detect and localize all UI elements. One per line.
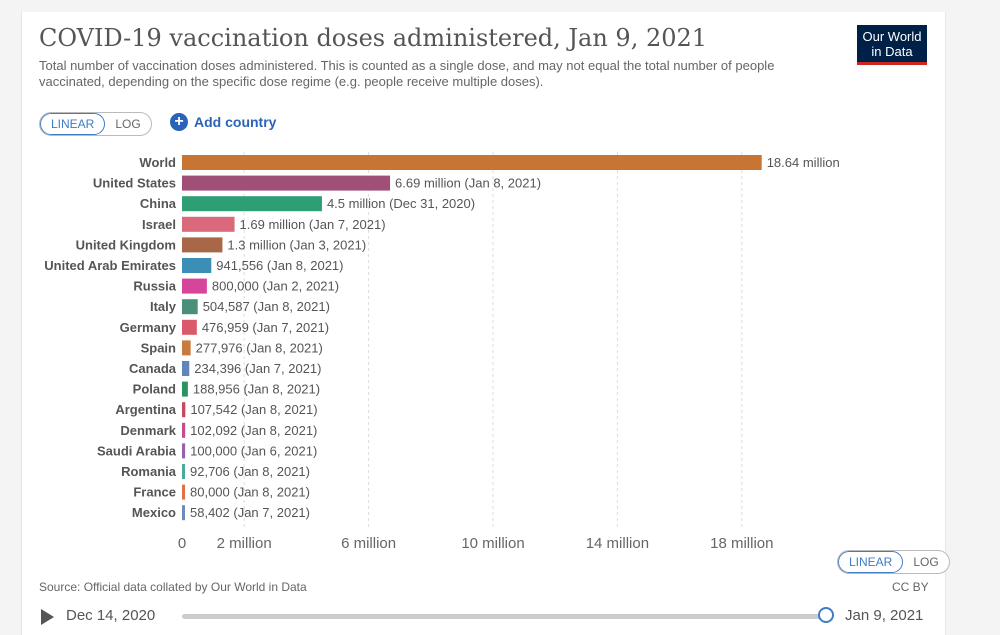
bar [182,258,212,273]
category-label: Poland [133,382,176,397]
bar [182,196,322,212]
chart-title: COVID-19 vaccination doses administered,… [39,24,708,52]
linear-button-bottom[interactable]: LINEAR [838,551,904,573]
bar [182,505,185,521]
scale-toggle-top: LINEAR LOG [39,112,152,136]
bar [182,175,391,191]
bar-chart: 0 2 million 6 million 10 million 14 million 1… [44,152,840,552]
category-label: Canada [129,361,177,376]
add-country-label: Add country [194,114,277,130]
source-note: Source: Official data collated by Our Wo… [39,580,307,594]
log-button[interactable]: LOG [115,117,141,131]
value-label: 476,959 (Jan 7, 2021) [202,320,329,335]
bar [182,464,185,479]
log-button-bottom[interactable]: LOG [913,555,939,569]
bar [182,319,197,335]
chart-subtitle: Total number of vaccination doses admini… [39,58,775,89]
x-tick-label: 18 million [710,535,773,552]
bar [182,237,223,253]
value-label: 1.3 million (Jan 3, 2021) [227,237,366,252]
value-label: 92,706 (Jan 8, 2021) [190,464,310,479]
category-label: Romania [121,464,177,479]
linear-button[interactable]: LINEAR [40,113,106,135]
logo-line-2: in Data [871,44,913,59]
play-icon[interactable] [41,609,54,625]
value-label: 277,976 (Jan 8, 2021) [196,340,323,355]
category-label: Mexico [132,505,176,520]
value-label: 80,000 (Jan 8, 2021) [190,485,310,500]
category-label: United Arab Emirates [44,258,176,273]
bar [182,155,762,170]
x-tick-label: 14 million [586,535,649,552]
x-tick-label: 2 million [217,535,272,552]
bar [182,340,191,356]
timeline-start-date: Dec 14, 2020 [66,607,156,624]
value-label: 58,402 (Jan 7, 2021) [190,505,310,520]
owid-logo[interactable]: Our World in Data [857,25,927,65]
x-tick-label: 0 [178,535,186,552]
bar [182,361,190,376]
category-label: United States [93,176,176,191]
category-label: Argentina [115,402,176,417]
value-label: 107,542 (Jan 8, 2021) [190,402,317,417]
category-label: Saudi Arabia [97,443,177,458]
bar [182,299,198,315]
timeline-track[interactable] [182,614,826,619]
bar [182,216,235,232]
category-label: Denmark [120,423,176,438]
category-label: China [140,196,177,211]
value-label: 800,000 (Jan 2, 2021) [212,279,339,294]
value-label: 941,556 (Jan 8, 2021) [216,258,343,273]
plus-icon: + [170,113,188,131]
value-label: 6.69 million (Jan 8, 2021) [395,176,541,191]
bar [182,484,185,500]
timeline: Dec 14, 2020 Jan 9, 2021 [39,605,929,629]
value-label: 102,092 (Jan 8, 2021) [190,423,317,438]
value-label: 100,000 (Jan 6, 2021) [190,443,317,458]
add-country-button[interactable]: + Add country [170,113,276,131]
scale-toggle-bottom: LINEAR LOG [837,550,950,574]
category-label: World [139,155,176,170]
value-label: 1.69 million (Jan 7, 2021) [240,217,386,232]
chart-card: COVID-19 vaccination doses administered,… [21,12,950,635]
category-label: Italy [150,299,177,314]
category-label: France [133,485,176,500]
value-label: 4.5 million (Dec 31, 2020) [327,196,475,211]
category-label: Germany [120,320,177,335]
value-label: 18.64 million [767,155,840,170]
value-label: 504,587 (Jan 8, 2021) [203,299,330,314]
logo-line-1: Our World [862,29,922,44]
category-label: Russia [133,279,176,294]
bar [182,402,186,418]
timeline-end-date: Jan 9, 2021 [845,607,924,624]
value-label: 188,956 (Jan 8, 2021) [193,382,320,397]
category-label: Israel [142,217,176,232]
license-link[interactable]: CC BY [892,580,929,594]
x-tick-label: 10 million [461,535,524,552]
timeline-handle[interactable] [818,607,834,623]
bar [182,443,186,459]
category-label: Spain [141,340,176,355]
x-tick-label: 6 million [341,535,396,552]
category-label: United Kingdom [76,237,176,252]
bar [182,422,186,438]
bar [182,278,207,294]
bar [182,381,188,397]
value-label: 234,396 (Jan 7, 2021) [194,361,321,376]
